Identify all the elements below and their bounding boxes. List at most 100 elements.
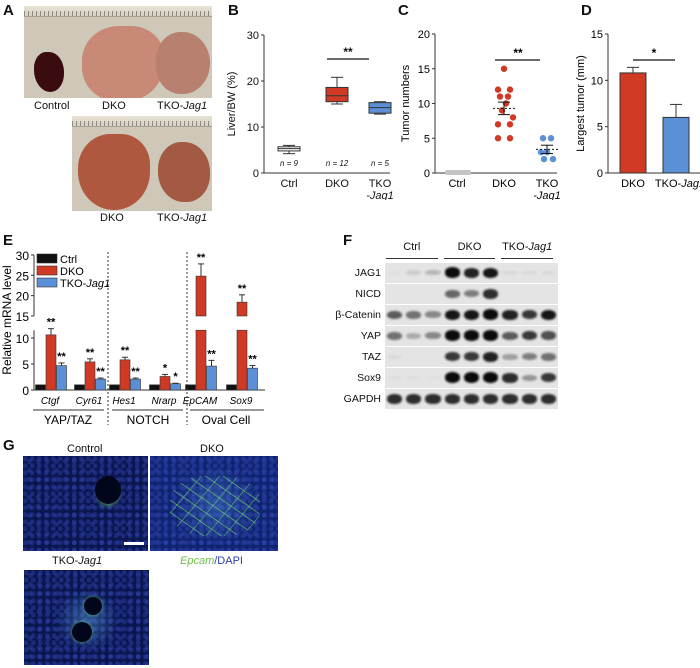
data-point bbox=[509, 114, 517, 121]
band bbox=[406, 311, 422, 319]
significance-marker: ** bbox=[238, 283, 247, 295]
significance-marker: ** bbox=[131, 366, 140, 378]
fluorescence-image-tko bbox=[24, 570, 149, 665]
blot-row-label: TAZ bbox=[361, 351, 381, 363]
y-tick-label: 10 bbox=[16, 332, 30, 346]
significance-marker: ** bbox=[248, 354, 257, 366]
n-label: n = 12 bbox=[326, 159, 349, 168]
gene-label: Sox9 bbox=[230, 396, 253, 407]
legend-label: DKO bbox=[60, 266, 84, 278]
band bbox=[425, 332, 441, 340]
gene-label: Ctgf bbox=[41, 396, 61, 407]
band bbox=[540, 270, 556, 275]
group-label: NOTCH bbox=[127, 413, 170, 425]
band bbox=[502, 353, 518, 360]
blot-row-nicd bbox=[385, 284, 558, 304]
photo-label-control: Control bbox=[34, 100, 70, 112]
blot-row-sox9 bbox=[385, 368, 558, 388]
band bbox=[444, 393, 460, 404]
image-title-dko: DKO bbox=[200, 443, 224, 455]
band bbox=[444, 372, 460, 384]
bar bbox=[109, 384, 120, 391]
bar bbox=[56, 365, 67, 391]
data-point bbox=[494, 135, 502, 142]
stain-legend: Epcam/DAPI bbox=[180, 555, 243, 567]
photo-label-tko-bottom: TKO-Jag1 bbox=[157, 212, 208, 224]
x-tick-label: DKO bbox=[492, 178, 516, 190]
band bbox=[483, 330, 499, 342]
x-tick-label: DKO bbox=[621, 178, 645, 190]
band bbox=[425, 376, 440, 380]
liver-bw-boxplot: 0 10 20 30 Liver/BW (%) n = 9 Ctrl n = 12 DKO n =… bbox=[226, 30, 394, 200]
band bbox=[483, 309, 499, 321]
band bbox=[387, 310, 403, 319]
y-tick-label: 5 bbox=[424, 133, 430, 145]
y-axis-label: Tumor numbers bbox=[400, 64, 412, 142]
band bbox=[463, 267, 480, 278]
bar bbox=[195, 275, 207, 317]
bar bbox=[95, 378, 106, 391]
bar bbox=[206, 365, 217, 391]
tko-liver bbox=[158, 142, 210, 202]
y-tick-label: 25 bbox=[16, 269, 30, 283]
band bbox=[521, 331, 537, 341]
significance-marker: ** bbox=[47, 317, 56, 329]
blot-row-label: β-Catenin bbox=[335, 309, 381, 321]
epcam-signal bbox=[170, 476, 260, 536]
band bbox=[406, 376, 421, 380]
band bbox=[502, 372, 518, 383]
dapi-legend: /DAPI bbox=[214, 555, 243, 567]
blot-group-header: DKO bbox=[457, 241, 482, 253]
panel-label-c: C bbox=[398, 2, 409, 19]
y-axis-label: Liver/BW (%) bbox=[226, 72, 238, 137]
y-tick-label: 15 bbox=[16, 310, 30, 324]
significance-marker: ** bbox=[57, 351, 66, 363]
band bbox=[387, 354, 403, 359]
band bbox=[483, 351, 499, 362]
liver-photo-top bbox=[24, 6, 212, 98]
significance-marker: ** bbox=[513, 46, 523, 60]
x-tick-label: -Jag1 bbox=[366, 190, 394, 200]
band bbox=[540, 309, 556, 320]
gene-label: EpCAM bbox=[183, 396, 218, 407]
ruler bbox=[24, 6, 212, 17]
band bbox=[425, 311, 441, 319]
bar bbox=[247, 367, 258, 391]
data-point bbox=[494, 86, 502, 93]
y-tick-label: 0 bbox=[253, 168, 259, 180]
image-title-control: Control bbox=[67, 443, 103, 455]
legend-swatch bbox=[36, 265, 58, 276]
n-label: n = 5 bbox=[371, 159, 390, 168]
group-label: YAP/TAZ bbox=[44, 413, 92, 425]
y-tick-label: 20 bbox=[418, 29, 430, 41]
significance-marker: * bbox=[652, 46, 657, 60]
significance-marker: ** bbox=[343, 45, 353, 59]
band bbox=[444, 267, 460, 279]
y-tick-label: 20 bbox=[16, 290, 30, 304]
band bbox=[521, 374, 537, 381]
blot-row-label: GAPDH bbox=[343, 393, 381, 405]
gene-label: Nrarp bbox=[151, 396, 176, 407]
fluorescence-image-control bbox=[23, 456, 148, 551]
band bbox=[444, 309, 460, 320]
y-tick-label: 5 bbox=[22, 358, 29, 372]
band bbox=[425, 270, 441, 276]
data-point bbox=[506, 135, 514, 142]
significance-marker: ** bbox=[86, 347, 95, 359]
blot-row-jag1 bbox=[385, 263, 558, 283]
bar bbox=[35, 384, 46, 391]
bar bbox=[119, 359, 131, 391]
control-liver bbox=[34, 52, 64, 92]
data-point bbox=[506, 121, 514, 128]
x-tick-label: DKO bbox=[325, 178, 349, 190]
x-tick-label: Ctrl bbox=[280, 178, 297, 190]
panel-label-f: F bbox=[343, 232, 353, 249]
fluorescence-image-dko bbox=[150, 456, 278, 551]
band bbox=[463, 393, 480, 404]
band bbox=[387, 376, 402, 380]
box-dko bbox=[325, 76, 349, 105]
bar bbox=[170, 383, 181, 391]
y-tick-label: 0 bbox=[22, 384, 29, 398]
epcam-legend: Epcam bbox=[180, 555, 215, 567]
